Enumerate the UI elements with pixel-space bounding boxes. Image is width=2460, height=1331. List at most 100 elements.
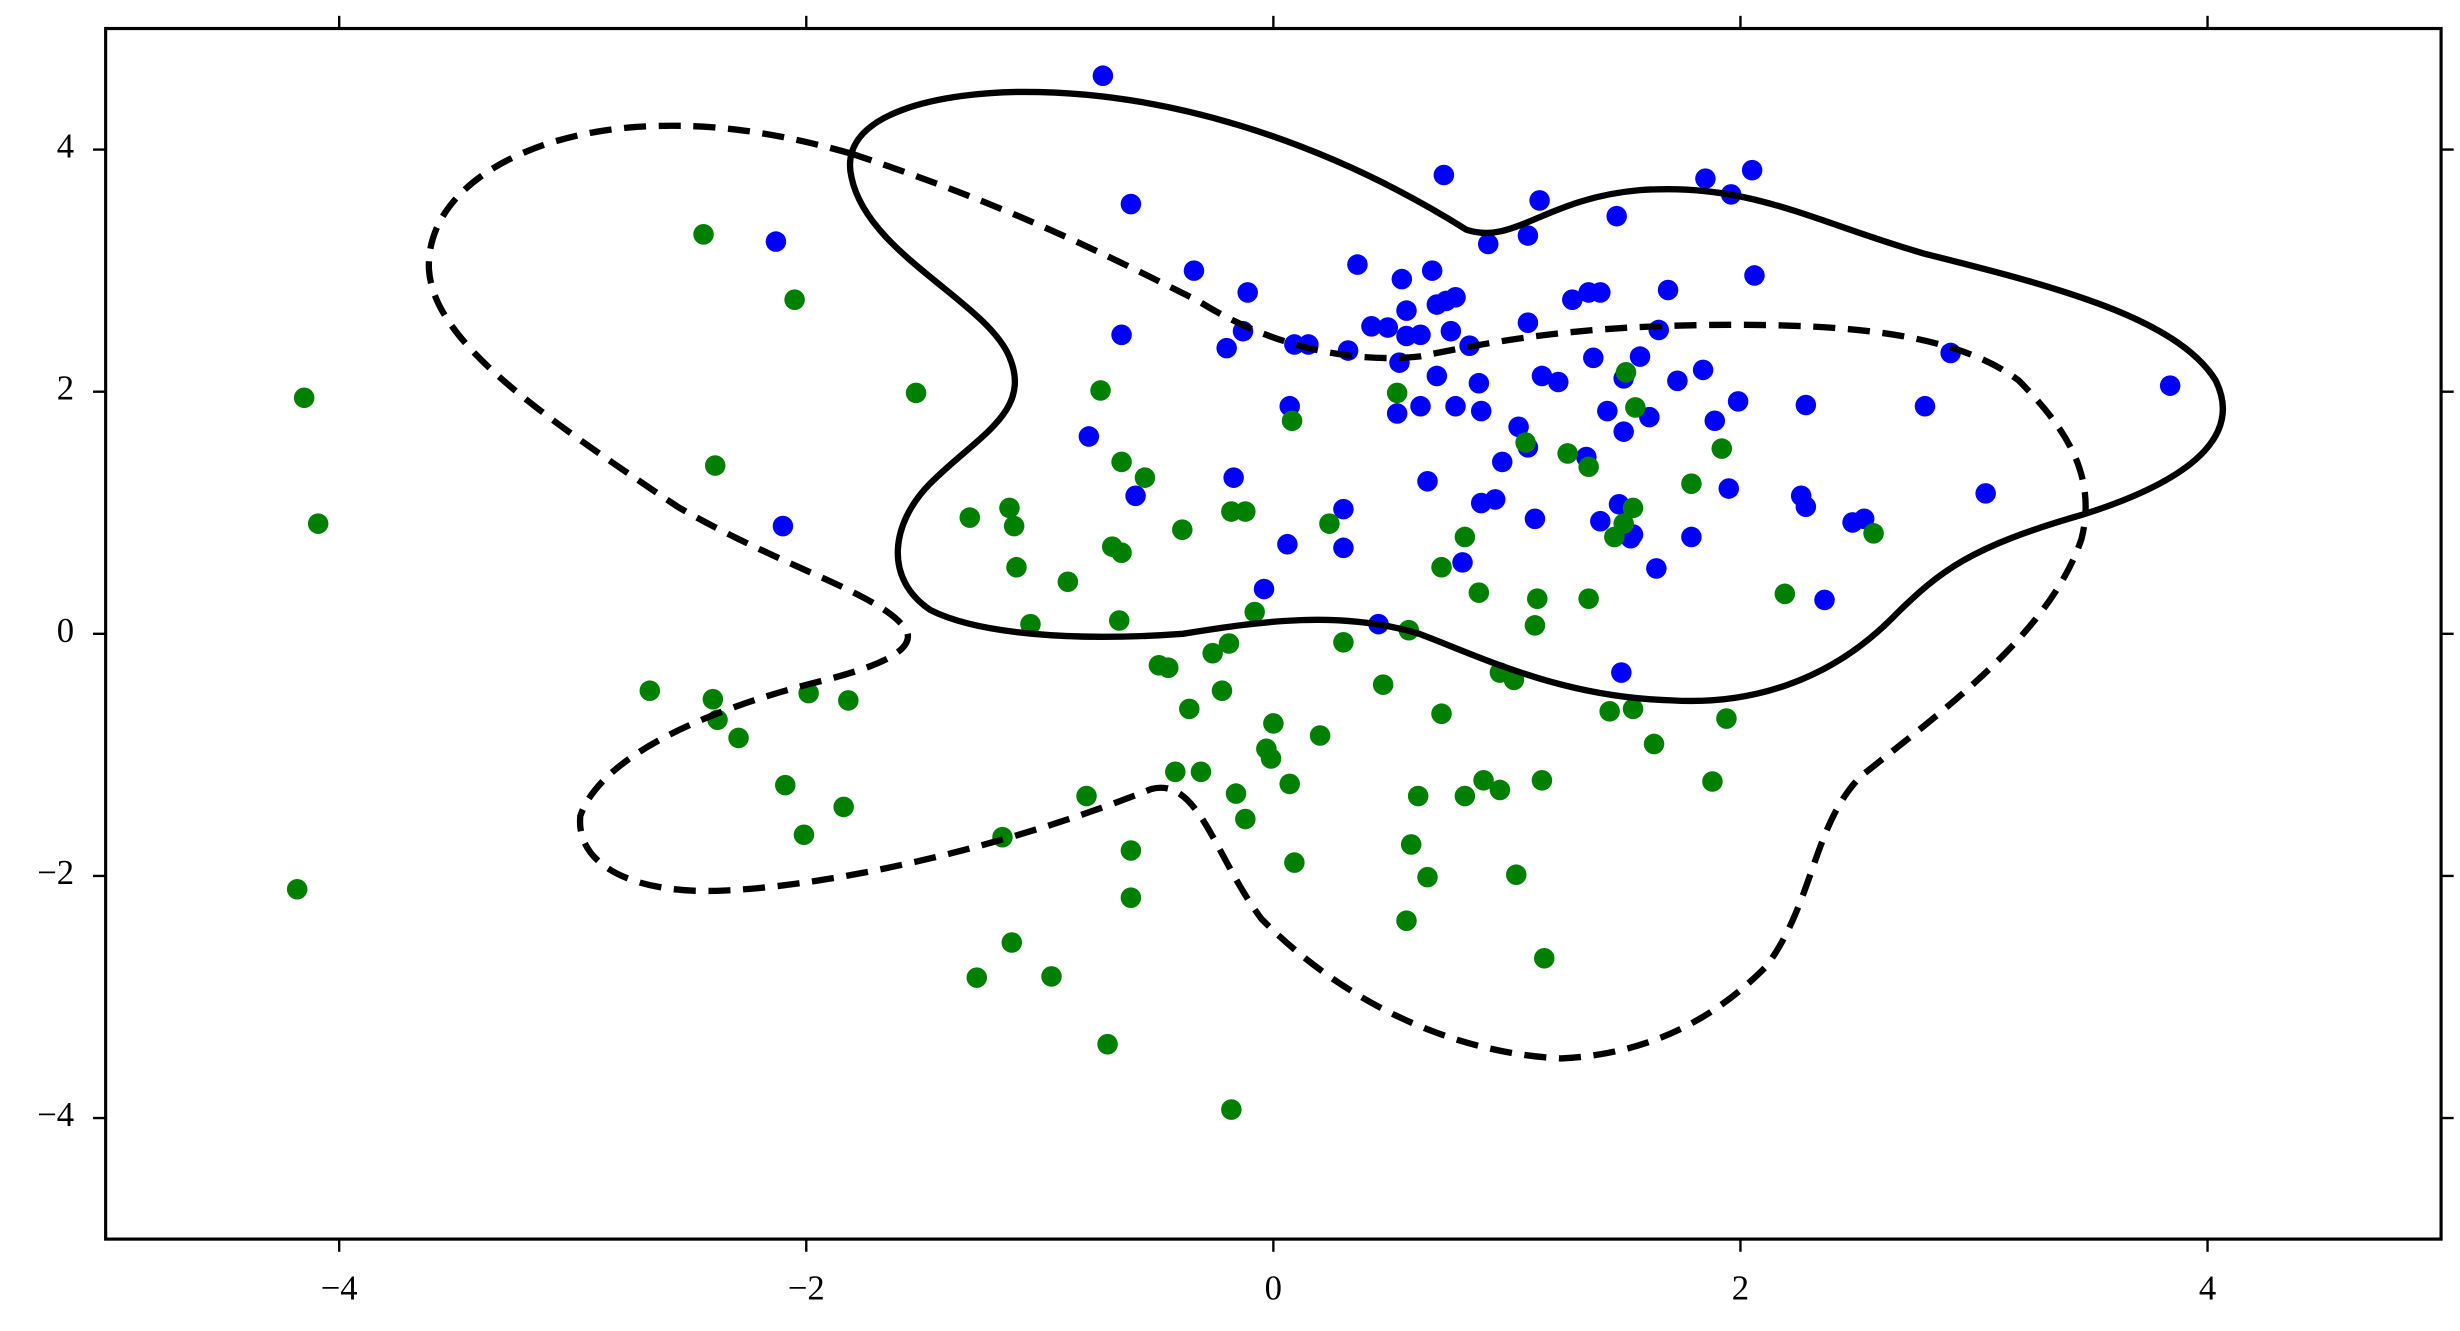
dashed-contour — [425, 122, 2089, 1062]
point — [293, 387, 315, 409]
point — [1426, 294, 1448, 315]
point — [1001, 932, 1023, 953]
point — [1470, 400, 1492, 422]
point — [1006, 556, 1027, 578]
point — [1225, 783, 1247, 804]
point — [1741, 159, 1763, 181]
point — [1477, 233, 1499, 255]
point — [639, 680, 661, 702]
point — [1263, 713, 1284, 734]
point — [1120, 193, 1142, 215]
points — [286, 65, 2181, 1120]
point — [1417, 470, 1438, 492]
point — [286, 878, 308, 900]
point — [1361, 316, 1382, 337]
point — [1625, 397, 1646, 418]
point — [1454, 526, 1476, 548]
point — [1134, 467, 1156, 488]
point — [1183, 260, 1205, 281]
point — [1505, 864, 1527, 886]
point — [1426, 365, 1448, 387]
point — [1090, 380, 1111, 401]
point — [1347, 254, 1368, 275]
point — [1473, 769, 1494, 791]
point — [1667, 370, 1688, 392]
point — [1529, 190, 1550, 211]
point — [1454, 785, 1476, 807]
point — [1468, 582, 1490, 603]
point — [1531, 365, 1553, 387]
point — [1704, 410, 1726, 432]
point — [1078, 426, 1100, 447]
point — [1622, 698, 1644, 720]
point — [1975, 483, 1996, 504]
point — [1120, 887, 1142, 909]
point — [1377, 317, 1399, 338]
point — [1578, 588, 1599, 610]
point — [1237, 282, 1258, 303]
point — [1284, 852, 1305, 873]
x-tick-label: −2 — [788, 1268, 825, 1307]
point — [1391, 268, 1413, 290]
point — [702, 688, 724, 710]
point — [1548, 371, 1569, 393]
point — [1646, 558, 1667, 579]
point — [1622, 497, 1644, 519]
point — [1604, 526, 1625, 548]
point — [307, 513, 329, 534]
point — [1125, 485, 1146, 507]
point — [1470, 492, 1492, 514]
y-tick-label: 4 — [57, 127, 74, 166]
point — [1468, 372, 1490, 394]
point — [1711, 438, 1733, 459]
point — [1795, 496, 1817, 517]
point — [1914, 395, 1936, 417]
y-tick-label: 2 — [57, 369, 74, 408]
point — [1648, 319, 1669, 341]
point — [1531, 769, 1553, 791]
point — [833, 796, 854, 818]
point — [1702, 771, 1723, 792]
point — [1814, 589, 1835, 611]
point — [1218, 633, 1240, 654]
point — [1333, 631, 1354, 653]
point — [1727, 391, 1749, 412]
point — [1386, 403, 1408, 424]
point — [1718, 478, 1740, 499]
point — [1120, 840, 1142, 861]
point — [1202, 642, 1223, 664]
point — [1396, 300, 1417, 321]
point — [1744, 265, 1765, 286]
point — [1417, 866, 1438, 888]
point — [1795, 394, 1817, 416]
point — [1407, 785, 1429, 807]
point — [905, 382, 927, 404]
point — [1279, 773, 1300, 795]
point — [1517, 312, 1539, 333]
point — [2159, 375, 2181, 396]
point — [1527, 588, 1548, 610]
point — [1445, 286, 1466, 308]
point — [1108, 610, 1130, 631]
point — [1692, 359, 1714, 381]
point — [1695, 168, 1716, 189]
point — [1410, 395, 1431, 417]
point — [1716, 708, 1737, 729]
point — [1333, 537, 1354, 559]
x-tick-label: 2 — [1732, 1268, 1749, 1307]
point — [1221, 1099, 1242, 1120]
point — [1256, 738, 1277, 760]
plot-frame — [104, 26, 2443, 1241]
point — [765, 231, 787, 252]
point — [1235, 808, 1256, 830]
x-tick-label: 0 — [1265, 1268, 1282, 1307]
point — [1606, 205, 1627, 227]
point — [1179, 698, 1200, 720]
point — [1309, 725, 1331, 746]
point — [1076, 785, 1097, 807]
point — [1863, 523, 1884, 544]
point — [1440, 320, 1462, 342]
point — [1431, 703, 1452, 725]
